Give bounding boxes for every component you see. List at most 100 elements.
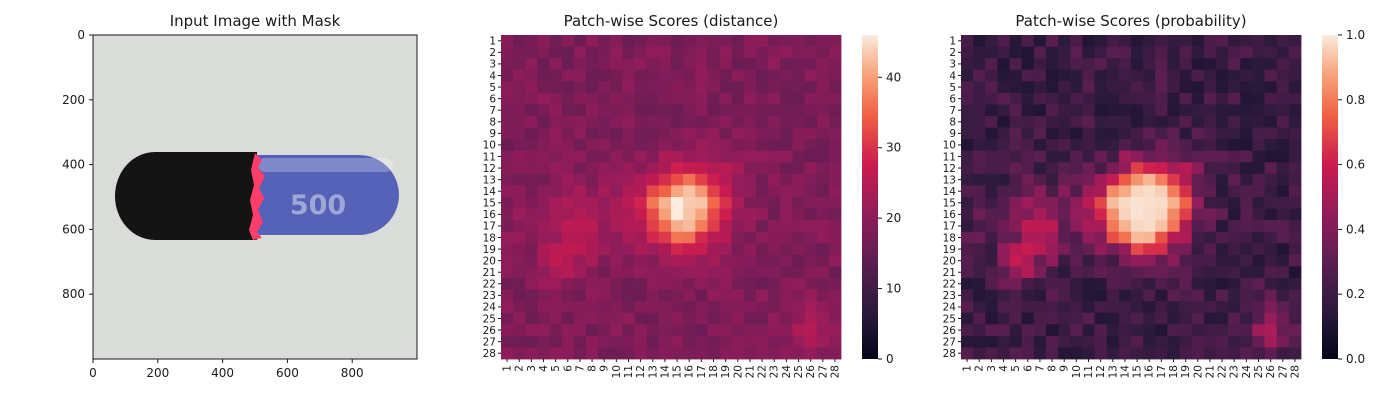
heatmap-cell (1070, 312, 1083, 325)
heatmap-cell (671, 254, 684, 267)
x-tick-label: 12 (635, 365, 647, 378)
heatmap-cell (1179, 46, 1193, 59)
x-tick-label: 13 (1107, 365, 1119, 378)
heatmap-cell (525, 208, 538, 221)
heatmap-cell (1118, 92, 1132, 105)
heatmap-cell (1216, 81, 1229, 94)
heatmap-cell (1216, 231, 1229, 244)
heatmap-cell (731, 104, 745, 117)
colorbar-tick-label: 0.8 (1346, 93, 1365, 107)
heatmap-cell (695, 127, 708, 140)
heatmap-cell (1143, 104, 1156, 117)
heatmap-cell (792, 278, 805, 290)
heatmap-cell (561, 185, 575, 198)
heatmap-cell (707, 347, 720, 360)
heatmap-cell (1021, 231, 1035, 244)
heatmap-cell (1094, 254, 1108, 267)
heatmap-cell (598, 69, 611, 82)
heatmap-cell (1240, 150, 1253, 163)
heatmap-cell (1143, 220, 1156, 233)
heatmap-cell (525, 185, 538, 198)
heatmap-cell (598, 162, 611, 175)
heatmap-cell (622, 150, 635, 163)
heatmap-cell (1228, 231, 1241, 244)
heatmap-cell (683, 35, 696, 47)
heatmap-cell (1118, 162, 1132, 175)
heatmap-cell (1203, 46, 1217, 59)
heatmap-cell (1118, 104, 1132, 117)
heatmap-cell (1009, 173, 1023, 186)
heatmap-cell (586, 92, 599, 105)
heatmap-cell (1143, 127, 1156, 140)
heatmap-cell (1131, 220, 1144, 233)
heatmap-cell (707, 254, 720, 267)
heatmap-cell (1082, 301, 1095, 314)
heatmap-cell (1179, 347, 1193, 360)
heatmap-cell (1155, 69, 1168, 82)
heatmap-cell (1046, 301, 1059, 314)
heatmap-cell (573, 46, 587, 59)
heatmap-cell (707, 127, 720, 140)
heatmap-cell (997, 150, 1010, 163)
heatmap-cell (622, 81, 635, 94)
heatmap-cell (525, 231, 538, 244)
heatmap-cell (985, 139, 998, 152)
heatmap-cell (1021, 324, 1035, 337)
heatmap-cell (1033, 312, 1047, 325)
heatmap-cell (997, 81, 1010, 94)
heatmap-cell (537, 116, 550, 128)
heatmap-cell (756, 324, 769, 337)
colorbar-tick-label: 40 (886, 70, 901, 84)
heatmap-cell (1082, 139, 1095, 152)
heatmap-cell (683, 69, 696, 82)
heatmap-cell (997, 162, 1010, 175)
heatmap-cell (1021, 278, 1035, 290)
heatmap-cell (646, 243, 660, 256)
heatmap-cell (1094, 104, 1108, 117)
heatmap-cell (961, 173, 974, 186)
heatmap-cell (1131, 81, 1144, 94)
heatmap-cell (549, 231, 563, 244)
heatmap-cell (1106, 127, 1120, 140)
heatmap-cell (671, 127, 684, 140)
heatmap-cell (1203, 69, 1217, 82)
heatmap-cell (1252, 92, 1265, 105)
heatmap-cell (1094, 139, 1108, 152)
heatmap-cell (525, 289, 538, 302)
heatmap-cell (1252, 162, 1265, 175)
heatmap-cell (1240, 58, 1253, 71)
heatmap-cell (1118, 347, 1132, 360)
heatmap-cell (634, 231, 648, 244)
heatmap-cell (1240, 162, 1253, 175)
heatmap-cell (634, 324, 648, 337)
heatmap-cell (792, 197, 805, 209)
heatmap-cell (1009, 127, 1023, 140)
heatmap-cell (1143, 69, 1156, 82)
heatmap-cell (1118, 312, 1132, 325)
heatmap-cell (1167, 35, 1180, 47)
x-tick-label: 3 (986, 365, 998, 372)
heatmap-cell (780, 92, 793, 105)
heatmap-cell (1167, 312, 1180, 325)
heatmap-cell (743, 324, 757, 337)
heatmap-cell (973, 35, 986, 47)
heatmap-cell (828, 46, 842, 59)
heatmap-cell (1118, 231, 1132, 244)
heatmap-cell (1106, 301, 1120, 314)
heatmap-cell (501, 46, 514, 59)
heatmap-cell (1216, 46, 1229, 59)
heatmap-cell (549, 289, 563, 302)
heatmap-cell (646, 208, 660, 221)
heatmap-cell (513, 46, 526, 59)
heatmap-cell (997, 197, 1010, 209)
heatmap-cell (561, 150, 575, 163)
heatmap-cell (1155, 254, 1168, 267)
heatmap-cell (586, 104, 599, 117)
heatmap-cell (573, 278, 587, 290)
heatmap-cell (646, 104, 660, 117)
heatmap-cell (525, 81, 538, 94)
heatmap-cell (1070, 335, 1083, 348)
heatmap-cell (658, 266, 672, 279)
heatmap-cell (804, 208, 818, 221)
colorbar-tick-label: 0.4 (1346, 222, 1365, 236)
